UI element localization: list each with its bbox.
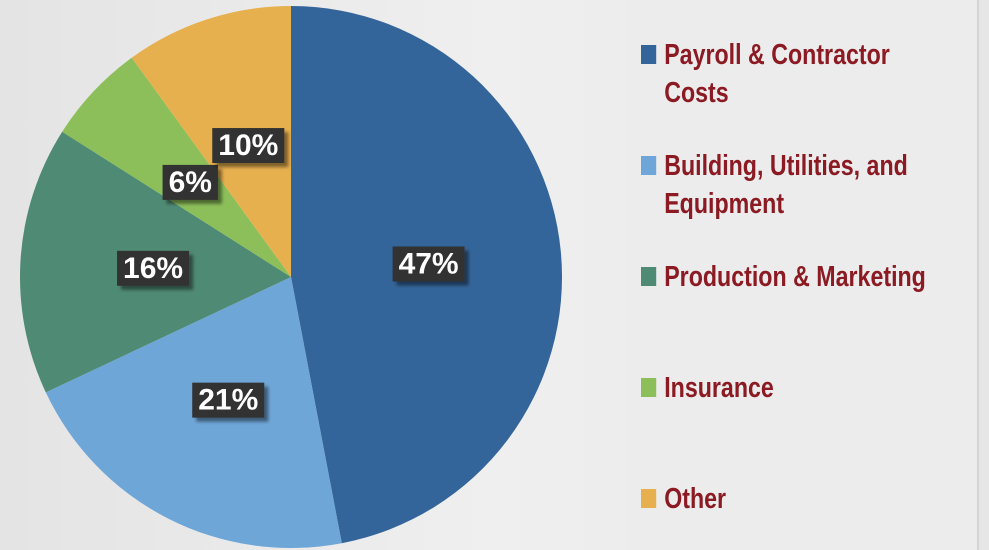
- legend-label: Other: [664, 483, 727, 515]
- data-label: 16%: [117, 250, 190, 286]
- legend-item: Insurance: [641, 369, 961, 407]
- data-label-box: [212, 128, 285, 164]
- data-label-box: [392, 246, 465, 282]
- data-label: 6%: [162, 164, 218, 200]
- legend-swatch: [641, 267, 657, 286]
- legend-item: Building, Utilities, and Equipment: [641, 147, 961, 223]
- data-label-text: 21%: [198, 384, 258, 417]
- legend-swatch: [641, 489, 657, 508]
- legend-item: Production & Marketing: [641, 258, 961, 296]
- data-label-box: [192, 382, 265, 418]
- data-label-box: [162, 164, 218, 200]
- legend-swatch: [641, 45, 657, 64]
- panel-edge: [977, 0, 979, 550]
- legend-item: Payroll & Contractor Costs: [641, 36, 961, 112]
- legend-label: Production & Marketing: [664, 261, 926, 293]
- pie-slice: [131, 5, 291, 277]
- legend-label: Payroll & Contractor Costs: [664, 39, 890, 109]
- data-label: 10%: [212, 128, 285, 164]
- legend-panel: [628, 0, 978, 550]
- data-label-text: 16%: [123, 252, 183, 285]
- legend-swatch: [641, 378, 657, 397]
- legend-item: Other: [641, 480, 961, 518]
- legend-label: Insurance: [664, 372, 774, 404]
- legend-label: Building, Utilities, and Equipment: [664, 150, 908, 220]
- data-label: 21%: [192, 382, 265, 418]
- data-label-text: 47%: [399, 247, 459, 280]
- data-label-text: 6%: [169, 166, 212, 199]
- data-label-text: 10%: [218, 129, 278, 162]
- legend-swatch: [641, 156, 657, 175]
- data-label-box: [117, 250, 190, 286]
- data-label: 47%: [392, 246, 465, 282]
